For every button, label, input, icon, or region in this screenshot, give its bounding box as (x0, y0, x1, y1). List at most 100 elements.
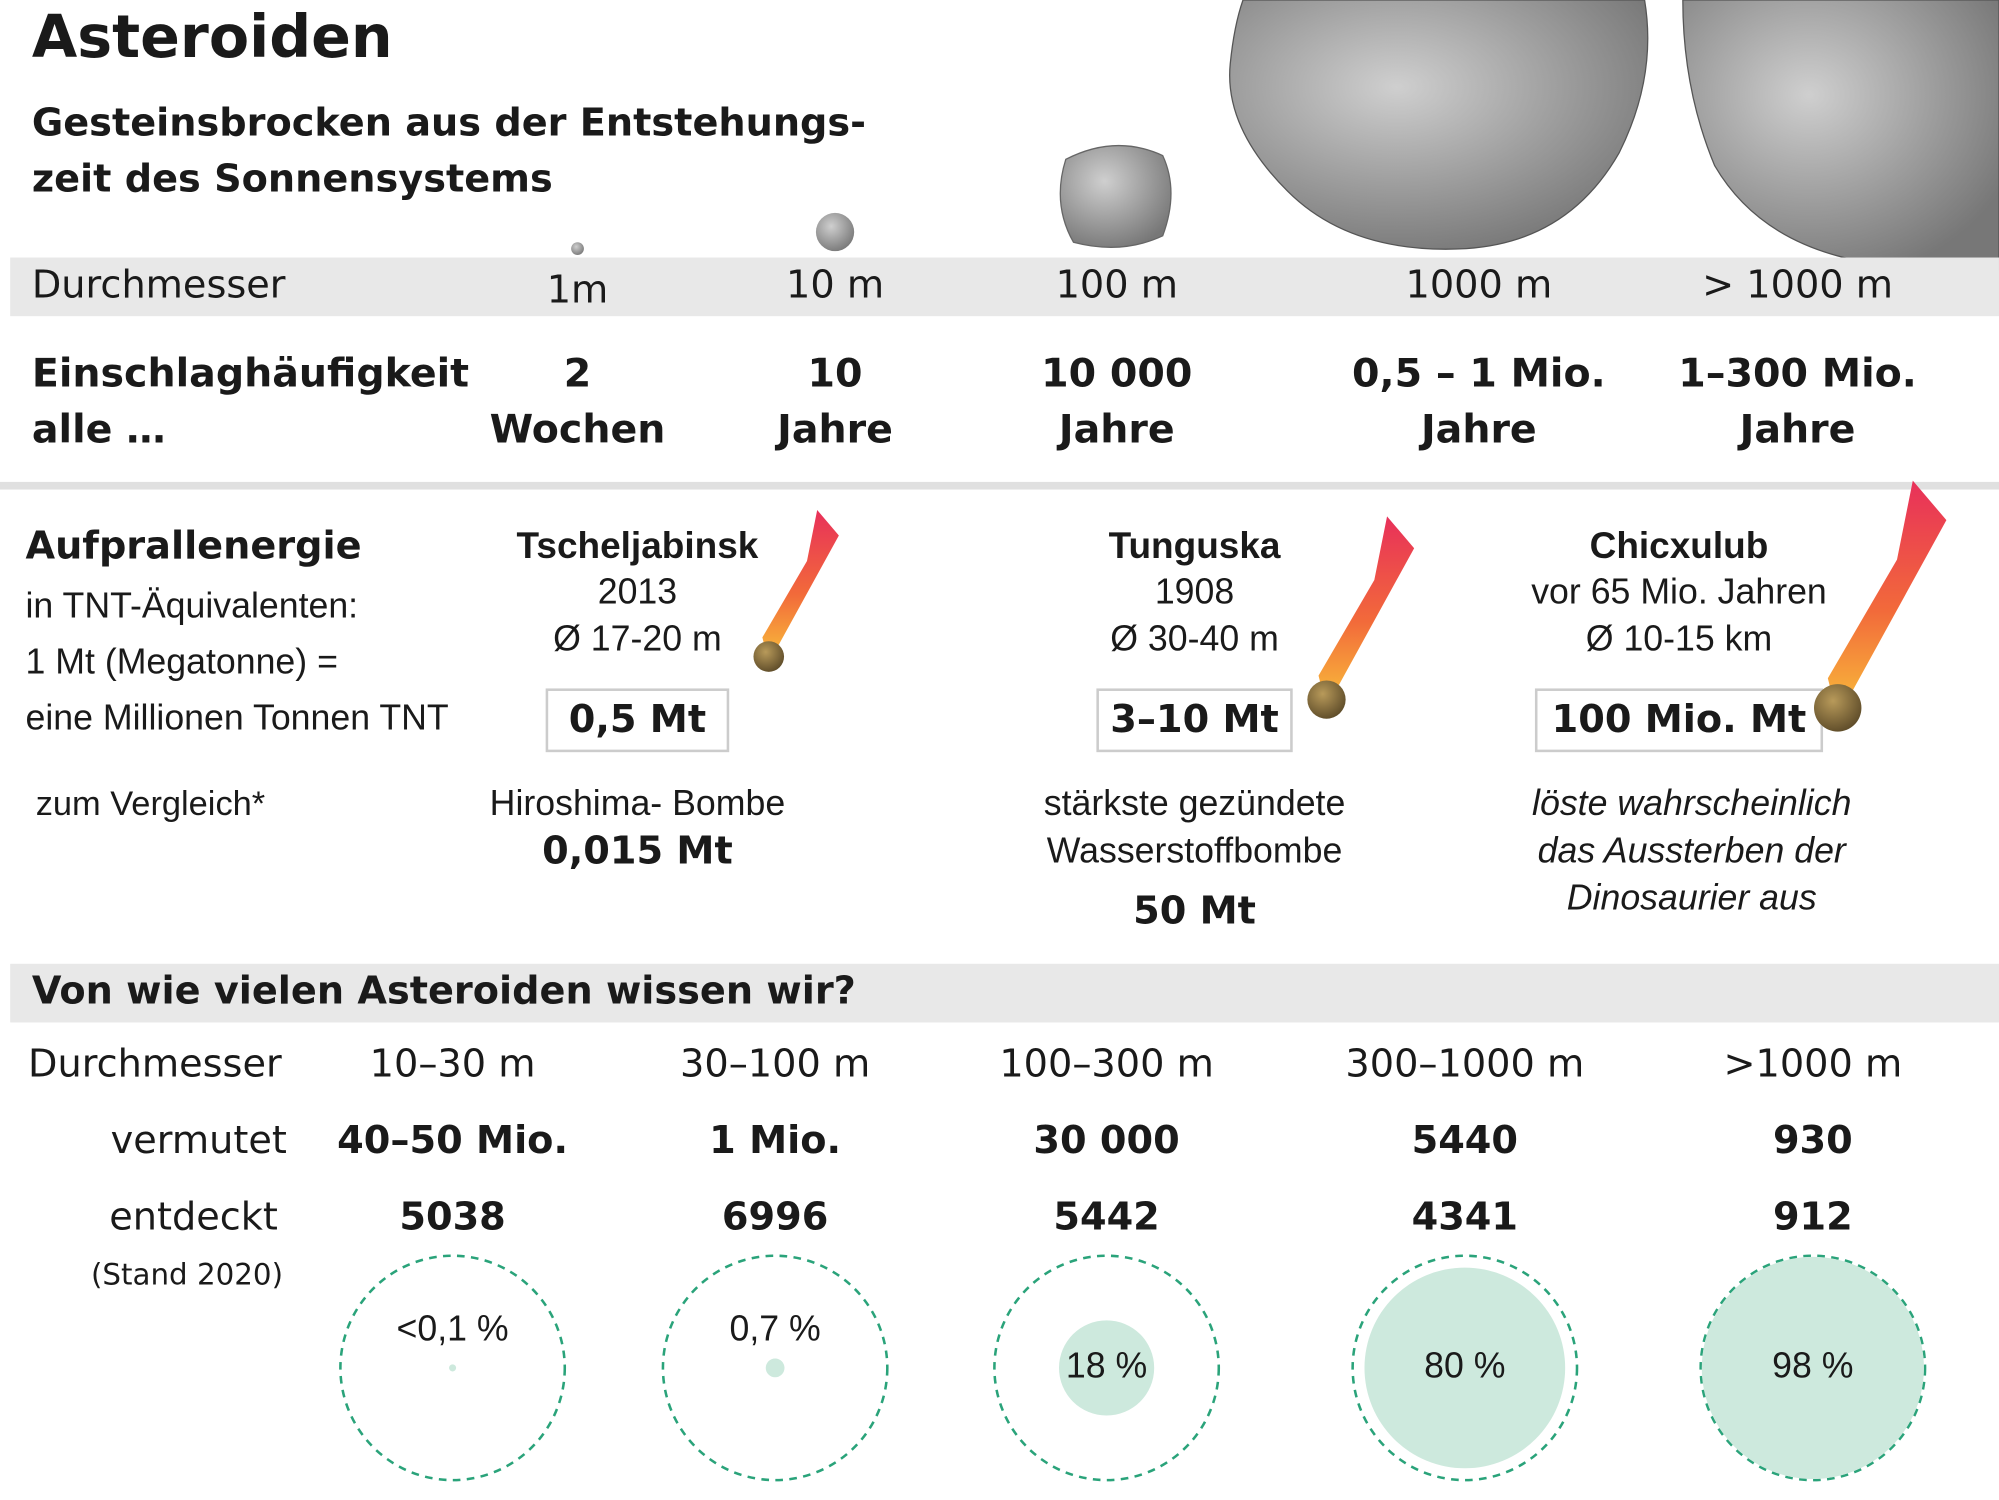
comparison: Dinosaurier aus (1567, 877, 1817, 917)
row-label: entdeckt (109, 1195, 278, 1239)
comparison: Hiroshima- Bombe (490, 783, 786, 823)
diameter: 100–300 m (999, 1042, 1213, 1086)
frequency: Jahre (774, 407, 893, 453)
comparison-label: zum Vergleich* (36, 785, 266, 823)
diameter-band (10, 257, 1999, 317)
event-diameter: Ø 10-15 km (1586, 619, 1772, 659)
total-circle (993, 1254, 1221, 1482)
comparison-value: 50 Mt (1133, 889, 1256, 933)
diameter: 100 m (1056, 263, 1178, 307)
meteor-tail (762, 509, 839, 663)
discovered: 4341 (1412, 1195, 1518, 1239)
event-diameter: Ø 30-40 m (1110, 619, 1279, 659)
share-label: 98 % (1772, 1345, 1853, 1385)
event-diameter: Ø 17-20 m (553, 619, 722, 659)
separator (0, 481, 1999, 490)
discovered: 6996 (722, 1195, 828, 1239)
frequency: 10 000 (1041, 351, 1192, 397)
discovered: 5442 (1053, 1195, 1159, 1239)
comparison: Wasserstoffbombe (1047, 830, 1343, 870)
frequency: 0,5 – 1 Mio. (1352, 351, 1606, 397)
asteroid-icon (815, 212, 855, 252)
energy-value: 3–10 Mt (1110, 698, 1279, 742)
total-circle (1351, 1254, 1579, 1482)
row-label: vermutet (111, 1119, 287, 1163)
diameter: >1000 m (1723, 1042, 1902, 1086)
comparison: löste wahrscheinlich (1532, 783, 1851, 823)
asteroid-icon (1229, 0, 1649, 250)
section-title: Aufprallenergie (26, 525, 362, 569)
share-circle (1058, 1320, 1155, 1416)
energy-box (545, 688, 730, 753)
diameter: 30–100 m (680, 1042, 870, 1086)
row-label: Durchmesser (32, 263, 286, 307)
frequency: 10 (808, 351, 863, 397)
event-name: Chicxulub (1590, 525, 1769, 566)
frequency: Jahre (1737, 407, 1856, 453)
asteroid-illustrations (571, 0, 1999, 272)
event-date: vor 65 Mio. Jahren (1531, 572, 1827, 612)
description: in TNT-Äquivalenten: (26, 586, 359, 626)
energy-box (1534, 688, 1824, 753)
frequency: Jahre (1418, 407, 1537, 453)
diameter: 300–1000 m (1345, 1042, 1584, 1086)
meteor-rock (753, 641, 785, 672)
share-circle (1701, 1256, 1924, 1479)
energy-value: 0,5 Mt (569, 698, 706, 742)
asteroid-icon (571, 242, 584, 255)
frequency: Wochen (490, 407, 666, 453)
share-label: 80 % (1424, 1345, 1505, 1385)
estimated: 930 (1773, 1119, 1853, 1163)
comparison: das Aussterben der (1538, 830, 1848, 870)
description: eine Millionen Tonnen TNT (26, 698, 449, 738)
diameter: > 1000 m (1702, 263, 1893, 307)
share-label: <0,1 % (397, 1308, 509, 1348)
frequency: 2 (564, 351, 592, 397)
description: 1 Mt (Megatonne) = (26, 642, 338, 682)
share-circle (1364, 1267, 1566, 1469)
meteor-rock (1814, 684, 1862, 732)
asteroid-icon (1682, 0, 1999, 272)
share-circle (449, 1364, 457, 1372)
diameter: 10 m (786, 263, 884, 307)
share-label: 18 % (1066, 1345, 1147, 1385)
diameter: 1000 m (1405, 263, 1552, 307)
frequency: Jahre (1056, 407, 1175, 453)
diameter: 1m (547, 268, 609, 312)
row-label: alle … (32, 407, 166, 453)
event-name: Tscheljabinsk (517, 525, 759, 566)
comparison: stärkste gezündete (1044, 783, 1346, 823)
section-title: Von wie vielen Asteroiden wissen wir? (32, 970, 856, 1014)
asteroid-icon (1059, 144, 1172, 248)
total-circle (1699, 1254, 1927, 1482)
row-label: Durchmesser (28, 1042, 282, 1086)
row-label: Einschlaghäufigkeit (32, 351, 469, 397)
discovered: 5038 (399, 1195, 505, 1239)
meteor-tail (1827, 480, 1947, 718)
estimated: 5440 (1412, 1119, 1518, 1163)
comparison-value: 0,015 Mt (542, 829, 733, 873)
estimated: 1 Mio. (709, 1119, 841, 1163)
diameter: 10–30 m (370, 1042, 536, 1086)
share-label: 0,7 % (729, 1308, 820, 1348)
title: Asteroiden (32, 3, 393, 71)
subtitle: Gesteinsbrocken aus der Entstehungs- (32, 101, 866, 145)
total-circle (661, 1254, 889, 1482)
known-band (10, 963, 1999, 1023)
event-date: 2013 (598, 572, 677, 612)
estimated: 40–50 Mio. (337, 1119, 568, 1163)
event-name: Tunguska (1109, 525, 1281, 566)
energy-box (1096, 688, 1293, 753)
discovered: 912 (1773, 1195, 1853, 1239)
energy-value: 100 Mio. Mt (1552, 698, 1807, 742)
event-date: 1908 (1155, 572, 1234, 612)
frequency: 1–300 Mio. (1678, 351, 1917, 397)
meteor-rock (1307, 680, 1346, 719)
total-circle (339, 1254, 567, 1482)
meteor-tail (1318, 516, 1415, 708)
subtitle: zeit des Sonnensystems (32, 158, 553, 202)
estimated: 30 000 (1033, 1119, 1179, 1163)
share-circle (765, 1358, 785, 1378)
